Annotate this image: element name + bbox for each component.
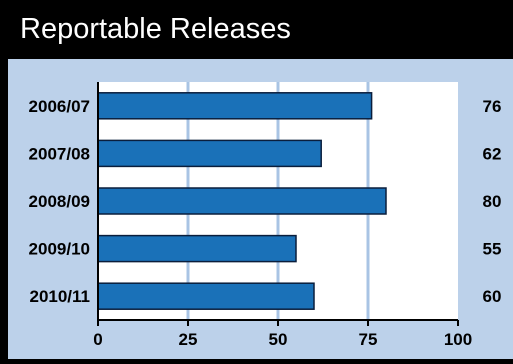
bottom-border — [0, 359, 513, 364]
x-tick-label: 0 — [93, 330, 102, 349]
x-tick-label: 100 — [444, 330, 472, 349]
data-label: 62 — [483, 144, 502, 163]
category-label: 2006/07 — [29, 97, 90, 116]
left-border — [0, 59, 8, 364]
title-bar: Reportable Releases — [0, 0, 513, 59]
category-label: 2007/08 — [29, 144, 90, 163]
bar — [97, 92, 373, 120]
bar — [97, 282, 315, 310]
bar — [97, 187, 387, 215]
bar — [97, 139, 322, 168]
x-tick-label: 25 — [179, 330, 198, 349]
data-label: 60 — [483, 287, 502, 306]
x-tick-label: 50 — [269, 330, 288, 349]
bar — [97, 234, 297, 263]
data-label: 80 — [483, 192, 502, 211]
chart-title: Reportable Releases — [20, 13, 291, 45]
data-label: 76 — [483, 97, 502, 116]
x-tick-label: 75 — [359, 330, 378, 349]
category-label: 2010/11 — [29, 287, 90, 306]
category-label: 2008/09 — [29, 192, 90, 211]
data-label: 55 — [483, 240, 502, 259]
category-label: 2009/10 — [29, 240, 90, 259]
